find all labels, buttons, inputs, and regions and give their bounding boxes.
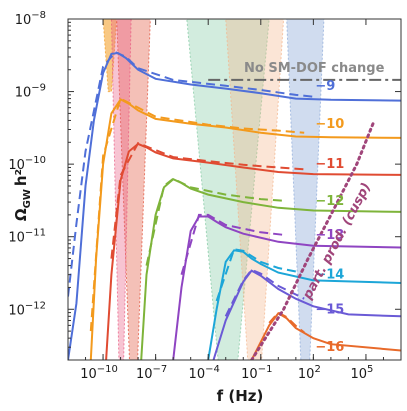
y-axis-title-tail: h² — [12, 169, 30, 186]
cusp-line — [250, 118, 376, 360]
y-tick-label-3: 10−9 — [15, 83, 46, 101]
band-pta-red — [116, 19, 151, 360]
series-line-4 — [172, 215, 401, 360]
curves — [68, 50, 401, 360]
band-lisa-green — [186, 19, 270, 360]
x-tick-label-3: 10−1 — [241, 364, 272, 382]
y-axis-title-sub: GW — [22, 189, 33, 208]
band-et-blue — [286, 19, 325, 360]
curve-label-0: −9 — [315, 79, 335, 94]
y-tick-label-4: 10−8 — [15, 10, 46, 28]
x-tick-label-1: 10−7 — [136, 364, 167, 382]
svg-text:ΩGWh²: ΩGW h² — [12, 169, 33, 221]
y-tick-label-0: 10−12 — [8, 300, 46, 318]
x-axis-title: f (Hz) — [217, 387, 264, 405]
y-axis-title: ΩGW h² — [12, 169, 33, 221]
reference-line-group — [208, 78, 401, 360]
series-line-3 — [140, 178, 401, 360]
y-tick-label-2: 10−10 — [8, 155, 46, 173]
curve-label-1: −10 — [315, 117, 344, 132]
series-dashed-0 — [68, 50, 314, 297]
series-dashed-6 — [224, 268, 305, 317]
curve-label-2: −11 — [315, 157, 344, 172]
plot-frame — [67, 18, 402, 361]
curve-label-6: −15 — [315, 302, 344, 317]
band-decigo-peach — [225, 19, 285, 360]
series-line-1 — [89, 98, 401, 360]
series-dashed-1 — [89, 97, 305, 332]
series-line-6 — [212, 269, 401, 360]
curve-label-7: −16 — [315, 340, 344, 355]
series-dashed-5 — [215, 248, 302, 302]
series-dashed-4 — [180, 213, 287, 275]
curve-label-5: −14 — [315, 268, 344, 283]
series-dashed-2 — [110, 141, 305, 259]
x-tick-label-0: 10−10 — [80, 364, 118, 382]
axis-ticks: 10−10 10−7 10−4 10−1 102 105 10−12 10−11 10−10 10… — [8, 10, 402, 382]
curve-label-4: −13 — [315, 228, 344, 243]
y-axis-title-main: Ω — [12, 208, 30, 221]
reference-line-label: No SM-DOF change — [244, 61, 385, 76]
x-tick-label-4: 102 — [298, 364, 321, 382]
x-tick-label-2: 10−4 — [189, 364, 220, 382]
series-line-7 — [250, 311, 401, 360]
x-tick-label-5: 105 — [350, 364, 373, 382]
y-tick-label-1: 10−11 — [8, 228, 46, 246]
series-dashed-3 — [145, 177, 287, 266]
curve-label-3: −12 — [315, 194, 344, 209]
